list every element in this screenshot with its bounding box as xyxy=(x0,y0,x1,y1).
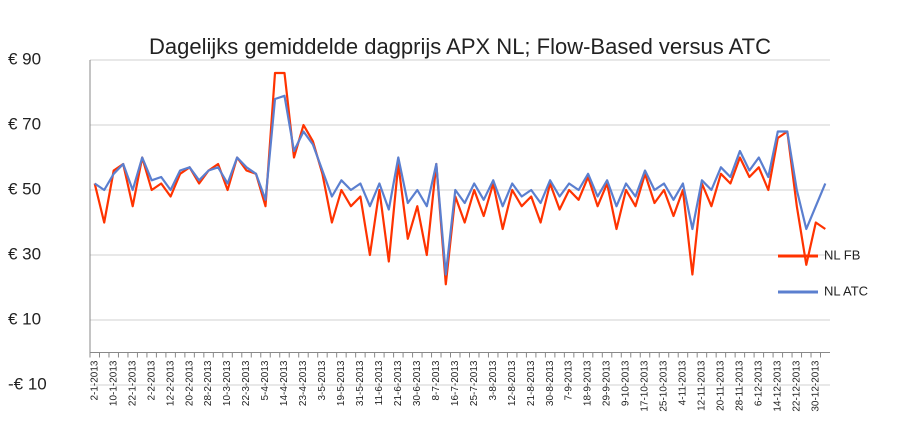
y-tick-label: -€ 10 xyxy=(8,374,47,393)
x-tick-label: 3-8-2013 xyxy=(488,360,499,400)
x-tick-label: 30-12-2013 xyxy=(810,360,821,412)
y-tick-label: € 70 xyxy=(8,114,41,133)
series-line xyxy=(93,71,826,286)
x-tick-label: 14-12-2013 xyxy=(772,360,783,412)
x-tick-label: 22-3-2013 xyxy=(241,360,252,406)
series-line xyxy=(94,94,827,276)
x-tick-label: 18-9-2013 xyxy=(583,360,594,406)
x-tick-label: 12-11-2013 xyxy=(697,360,708,411)
chart-title: Dagelijks gemiddelde dagprijs APX NL; Fl… xyxy=(149,34,771,59)
x-tick-label: 5-4-2013 xyxy=(260,360,271,400)
x-tick-label: 29-9-2013 xyxy=(602,360,613,406)
x-tick-label: 2-2-2013 xyxy=(146,360,157,400)
x-tick-label: 22-1-2013 xyxy=(127,360,138,406)
x-tick-label: 10-1-2013 xyxy=(108,360,119,406)
x-tick-label: 12-2-2013 xyxy=(165,360,176,406)
x-tick-label: 23-4-2013 xyxy=(298,360,309,406)
x-tick-label: 9-10-2013 xyxy=(621,360,632,406)
x-tick-label: 4-11-2013 xyxy=(678,360,689,405)
y-tick-label: € 10 xyxy=(8,309,41,328)
x-tick-label: 12-8-2013 xyxy=(507,360,518,406)
x-tick-label: 21-6-2013 xyxy=(393,360,404,406)
y-tick-label: € 50 xyxy=(8,179,41,198)
x-tick-label: 21-8-2013 xyxy=(526,360,537,406)
legend-label: NL FB xyxy=(824,247,860,262)
x-tick-label: 14-4-2013 xyxy=(279,360,290,406)
x-tick-label: 3-5-2013 xyxy=(317,360,328,400)
y-tick-label: € 90 xyxy=(8,49,41,68)
x-tick-label: 31-5-2013 xyxy=(355,360,366,406)
x-tick-label: 10-3-2013 xyxy=(222,360,233,406)
x-tick-label: 8-7-2013 xyxy=(431,360,442,400)
x-tick-label: 17-10-2013 xyxy=(640,360,651,412)
x-tick-label: 11-6-2013 xyxy=(374,360,385,405)
x-tick-label: 20-2-2013 xyxy=(184,360,195,406)
x-tick-label: 22-12-2013 xyxy=(791,360,802,412)
x-tick-label: 25-10-2013 xyxy=(659,360,670,412)
x-tick-label: 2-1-2013 xyxy=(89,360,100,400)
x-tick-label: 28-2-2013 xyxy=(203,360,214,406)
x-tick-label: 20-11-2013 xyxy=(716,360,727,411)
x-tick-label: 30-8-2013 xyxy=(545,360,556,406)
x-tick-label: 16-7-2013 xyxy=(450,360,461,406)
x-tick-label: 25-7-2013 xyxy=(469,360,480,406)
x-tick-label: 28-11-2013 xyxy=(735,360,746,411)
x-tick-label: 7-9-2013 xyxy=(564,360,575,400)
legend-label: NL ATC xyxy=(824,283,868,298)
x-tick-label: 30-6-2013 xyxy=(412,360,423,406)
y-tick-label: € 30 xyxy=(8,244,41,263)
x-tick-label: 19-5-2013 xyxy=(336,360,347,406)
x-tick-label: 6-12-2013 xyxy=(753,360,764,406)
